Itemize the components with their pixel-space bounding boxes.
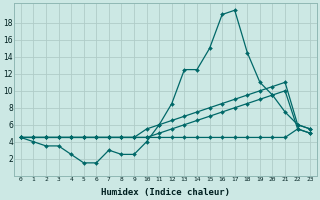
X-axis label: Humidex (Indice chaleur): Humidex (Indice chaleur) — [101, 188, 230, 197]
